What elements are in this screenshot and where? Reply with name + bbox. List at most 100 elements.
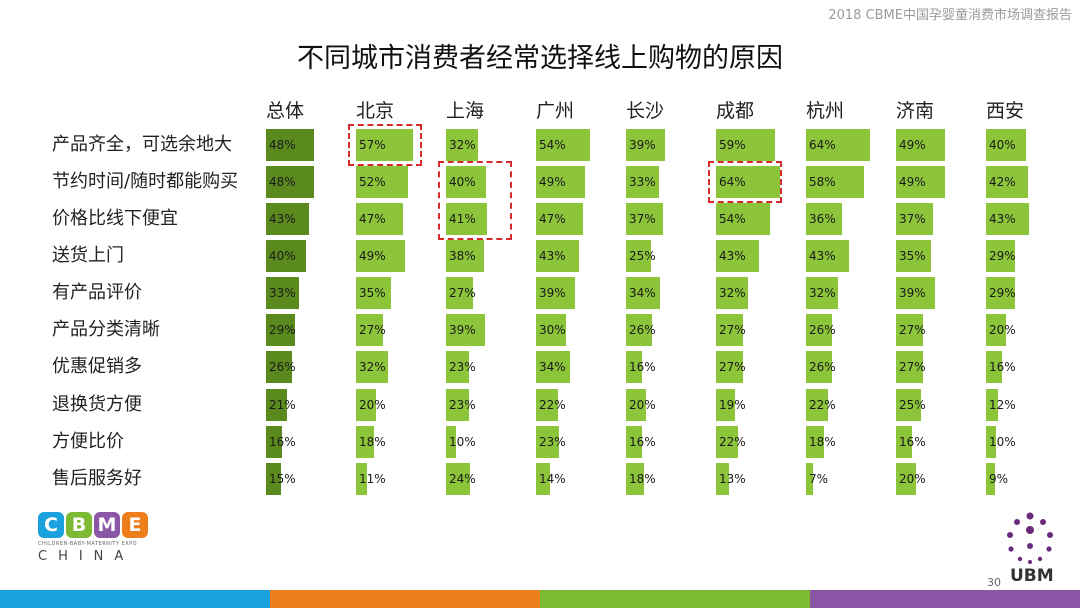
data-bar bbox=[266, 277, 299, 309]
data-label: 12% bbox=[989, 398, 1016, 412]
column-header: 西安 bbox=[986, 100, 1025, 122]
data-label: 49% bbox=[539, 175, 566, 189]
data-bar bbox=[626, 389, 646, 421]
data-label: 49% bbox=[359, 249, 386, 263]
data-label: 40% bbox=[989, 138, 1016, 152]
data-bar bbox=[806, 314, 832, 346]
data-bar bbox=[626, 314, 652, 346]
row-label: 退换货方便 bbox=[52, 394, 142, 415]
data-label: 42% bbox=[989, 175, 1016, 189]
data-bar bbox=[806, 277, 838, 309]
data-label: 9% bbox=[989, 472, 1009, 486]
data-bar bbox=[986, 129, 1026, 161]
data-bar bbox=[266, 463, 281, 495]
data-bar bbox=[356, 426, 374, 458]
data-bar bbox=[446, 351, 469, 383]
cbme-logo-subtitle: CHILDREN-BABY-MATERNITY EXPO bbox=[38, 541, 138, 547]
data-label: 26% bbox=[269, 360, 296, 374]
data-label: 16% bbox=[899, 435, 926, 449]
data-label: 23% bbox=[539, 435, 566, 449]
data-label: 29% bbox=[989, 249, 1016, 263]
data-bar bbox=[896, 389, 921, 421]
data-bar bbox=[356, 129, 413, 161]
data-label: 32% bbox=[809, 286, 836, 300]
data-label: 32% bbox=[359, 360, 386, 374]
data-label: 43% bbox=[809, 249, 836, 263]
data-label: 13% bbox=[719, 472, 746, 486]
column-header: 杭州 bbox=[806, 100, 845, 122]
data-bar bbox=[716, 426, 738, 458]
highlight-box bbox=[438, 161, 512, 240]
data-bar bbox=[806, 426, 824, 458]
data-bar bbox=[716, 463, 729, 495]
data-bar bbox=[626, 426, 642, 458]
data-label: 37% bbox=[629, 212, 656, 226]
data-bar bbox=[356, 314, 383, 346]
column-header: 济南 bbox=[896, 100, 935, 122]
data-label: 54% bbox=[719, 212, 746, 226]
data-label: 39% bbox=[899, 286, 926, 300]
data-bar bbox=[626, 203, 663, 235]
highlight-box bbox=[348, 124, 422, 166]
cbme-logo-letter: E bbox=[122, 512, 148, 538]
data-label: 52% bbox=[359, 175, 386, 189]
data-label: 16% bbox=[989, 360, 1016, 374]
data-label: 18% bbox=[809, 435, 836, 449]
data-label: 43% bbox=[989, 212, 1016, 226]
data-label: 14% bbox=[539, 472, 566, 486]
data-bar bbox=[536, 240, 579, 272]
data-label: 37% bbox=[899, 212, 926, 226]
data-bar bbox=[536, 129, 590, 161]
data-label: 27% bbox=[359, 323, 386, 337]
data-label: 7% bbox=[809, 472, 829, 486]
data-bar bbox=[896, 314, 923, 346]
data-label: 33% bbox=[629, 175, 656, 189]
column-header: 成都 bbox=[716, 100, 755, 122]
data-bar bbox=[986, 240, 1015, 272]
data-bar bbox=[356, 351, 388, 383]
footer-segment bbox=[0, 590, 270, 608]
data-label: 35% bbox=[359, 286, 386, 300]
data-bar bbox=[806, 203, 842, 235]
data-bar bbox=[536, 463, 550, 495]
data-bar bbox=[266, 389, 287, 421]
data-bar bbox=[536, 203, 583, 235]
row-label: 产品分类清晰 bbox=[52, 319, 160, 340]
data-bar bbox=[266, 203, 309, 235]
data-label: 16% bbox=[629, 435, 656, 449]
data-bar bbox=[896, 203, 933, 235]
data-bar bbox=[266, 129, 314, 161]
data-bar bbox=[536, 426, 559, 458]
row-label: 方便比价 bbox=[52, 431, 124, 452]
data-label: 35% bbox=[899, 249, 926, 263]
column-header: 北京 bbox=[356, 100, 395, 122]
data-label: 10% bbox=[449, 435, 476, 449]
row-label: 送货上门 bbox=[52, 245, 124, 266]
column-header: 上海 bbox=[446, 100, 485, 122]
data-bar bbox=[986, 166, 1028, 198]
data-label: 47% bbox=[359, 212, 386, 226]
data-bar bbox=[896, 426, 912, 458]
data-label: 64% bbox=[809, 138, 836, 152]
column-header: 长沙 bbox=[626, 100, 665, 122]
data-label: 16% bbox=[629, 360, 656, 374]
data-bar bbox=[536, 277, 575, 309]
data-bar bbox=[626, 277, 660, 309]
cbme-logo-letter: C bbox=[38, 512, 64, 538]
data-bar bbox=[626, 129, 665, 161]
data-label: 41% bbox=[449, 212, 476, 226]
data-label: 58% bbox=[809, 175, 836, 189]
data-bar bbox=[716, 203, 770, 235]
data-label: 39% bbox=[539, 286, 566, 300]
data-bar bbox=[446, 203, 487, 235]
data-label: 29% bbox=[269, 323, 296, 337]
data-bar bbox=[356, 277, 391, 309]
data-bar bbox=[896, 129, 945, 161]
data-bar bbox=[356, 166, 408, 198]
data-label: 25% bbox=[629, 249, 656, 263]
data-bar bbox=[806, 240, 849, 272]
data-bar bbox=[356, 240, 405, 272]
data-label: 26% bbox=[809, 360, 836, 374]
data-bar bbox=[626, 240, 651, 272]
row-label: 价格比线下便宜 bbox=[52, 208, 178, 229]
